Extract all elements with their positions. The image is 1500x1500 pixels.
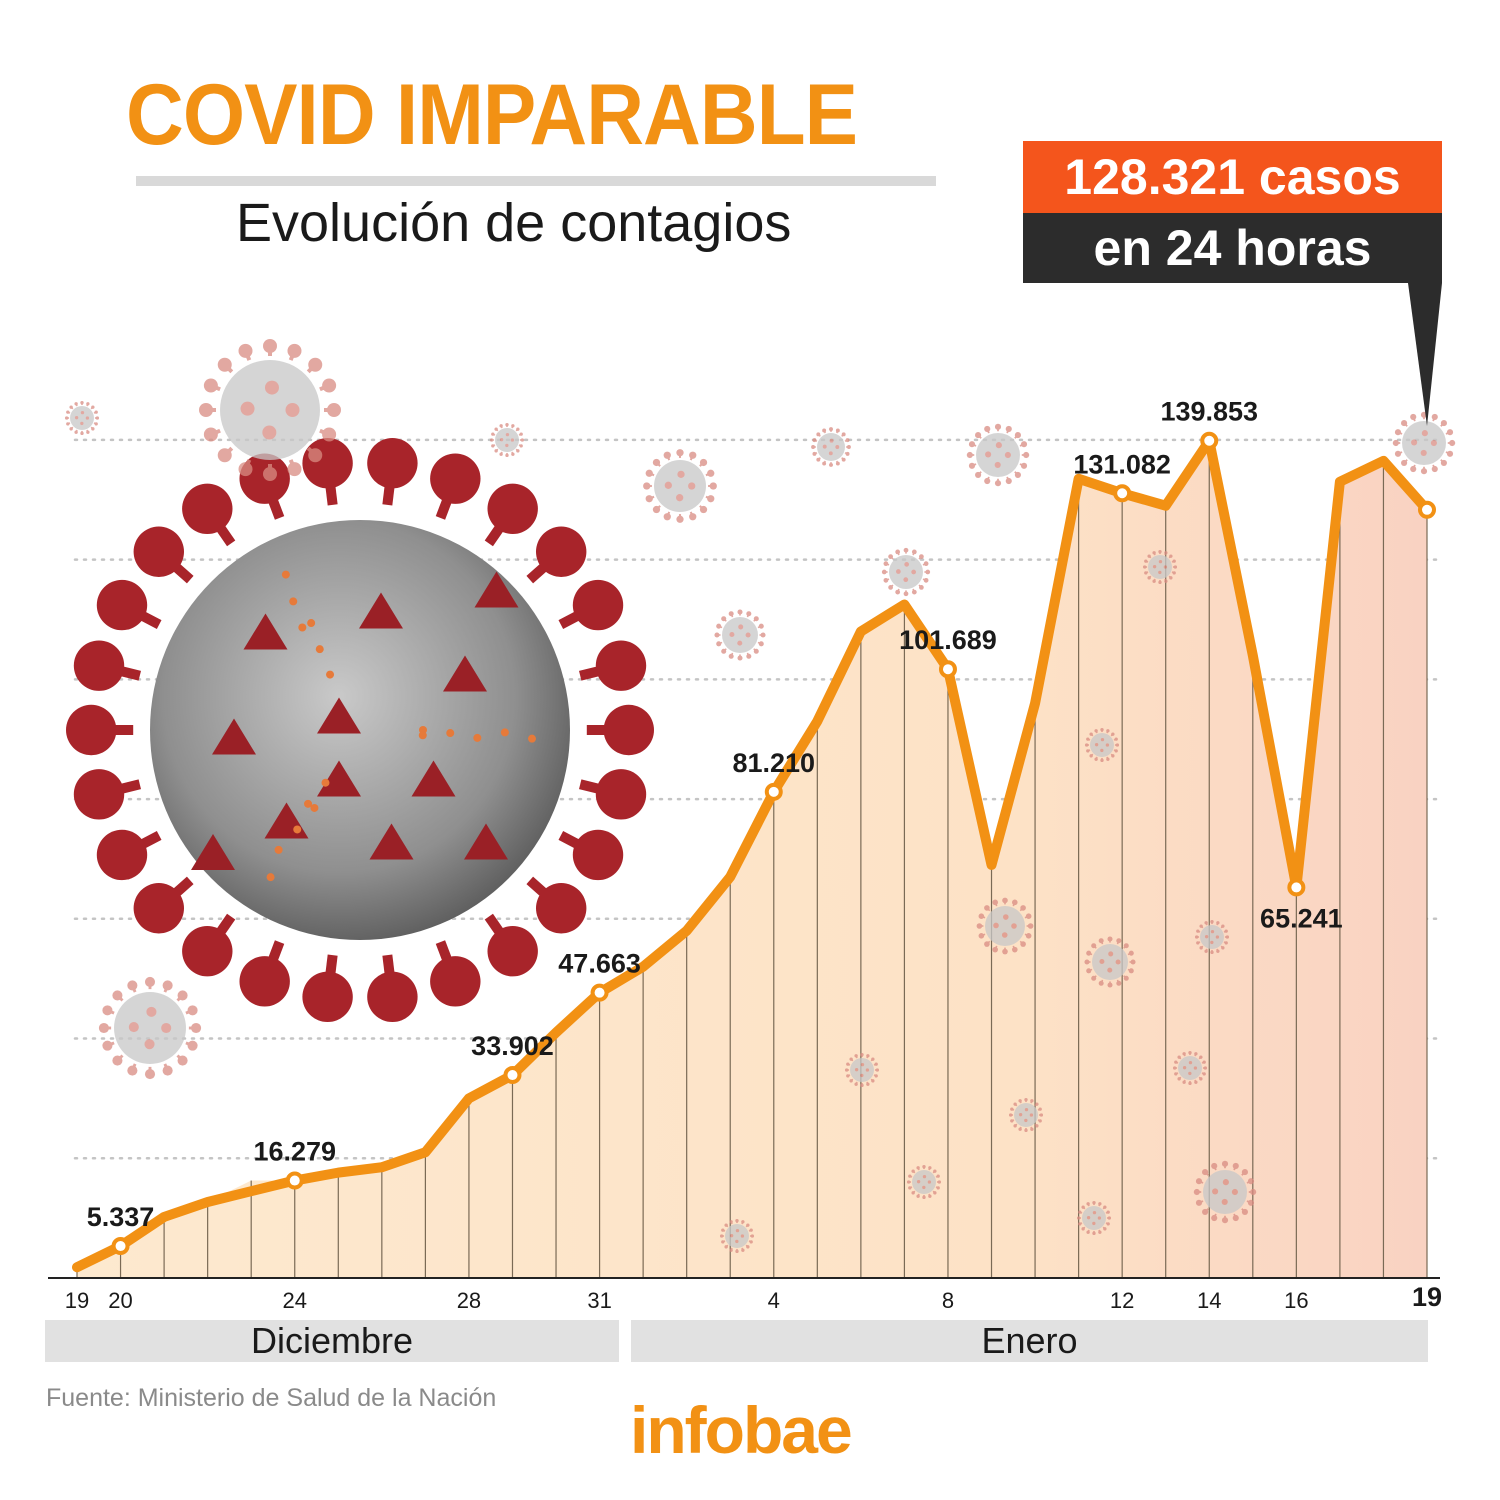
area-layer	[48, 440, 1440, 1279]
area-fill	[77, 440, 1427, 1278]
x-tick-label: 24	[282, 1288, 306, 1313]
virus-illustration	[66, 437, 654, 1023]
data-point	[1418, 500, 1436, 519]
data-label: 101.689	[899, 625, 997, 655]
data-label: 65.241	[1260, 903, 1343, 933]
source-note: Fuente: Ministerio de Salud de la Nación	[46, 1384, 497, 1412]
data-point	[1200, 431, 1219, 450]
virus-icon	[1076, 1200, 1112, 1236]
virus-icon	[643, 449, 717, 523]
x-tick-label: 16	[1284, 1288, 1308, 1313]
chart-subtitle: Evolución de contagios	[236, 193, 792, 253]
x-tick-layer: 19 20 24 28 31 4 8 12 14 16 19	[65, 1282, 1442, 1313]
callout-period: en 24 horas	[1023, 213, 1442, 283]
month-label-january: Enero	[631, 1320, 1428, 1362]
data-label: 16.279	[253, 1137, 336, 1167]
data-point	[1113, 484, 1132, 503]
title-divider	[136, 176, 936, 186]
x-tick-label: 31	[587, 1288, 611, 1313]
x-tick-label: 19	[65, 1288, 89, 1313]
data-point	[938, 660, 957, 679]
data-label: 139.853	[1160, 397, 1258, 427]
data-point	[285, 1171, 304, 1190]
virus-icon	[966, 423, 1030, 487]
x-tick-label: 4	[768, 1288, 780, 1313]
data-label: 81.210	[732, 748, 815, 778]
virus-icon	[1392, 411, 1456, 475]
data-point	[764, 782, 783, 801]
data-label: 5.337	[87, 1202, 155, 1232]
data-point	[111, 1237, 130, 1256]
virus-icon	[1008, 1097, 1044, 1133]
virus-icon	[719, 1218, 755, 1254]
virus-icon	[489, 422, 525, 458]
callout-cases: 128.321 casos	[1023, 141, 1442, 213]
virus-icon	[1172, 1050, 1208, 1086]
point-layer	[111, 431, 1436, 1256]
callout-pointer	[1408, 283, 1442, 426]
virus-icon	[199, 339, 341, 481]
x-tick-label: 12	[1110, 1288, 1134, 1313]
x-tick-label: 28	[457, 1288, 481, 1313]
data-label: 131.082	[1073, 449, 1171, 479]
virus-icon	[1142, 549, 1178, 585]
virus-icon	[1193, 1160, 1257, 1224]
data-point	[590, 983, 609, 1002]
data-label: 47.663	[558, 949, 641, 979]
x-tick-label: 8	[942, 1288, 954, 1313]
virus-decorations	[64, 339, 1456, 1254]
infobae-logo: infobae	[630, 1393, 853, 1467]
data-label-layer: 5.337 16.279 33.902 47.663 81.210 101.689 131.…	[87, 397, 1343, 1232]
virus-icon	[1084, 936, 1136, 988]
virus-icon	[811, 427, 851, 467]
month-label-december: Diciembre	[45, 1320, 619, 1362]
x-tick-label: 19	[1412, 1282, 1442, 1312]
data-point	[503, 1066, 522, 1085]
virus-icon	[976, 897, 1034, 955]
virus-icon	[1084, 727, 1120, 763]
virus-icon	[64, 400, 100, 436]
virus-icon	[881, 547, 931, 597]
virus-icon	[714, 609, 766, 661]
virus-icon	[1194, 919, 1230, 955]
chart-title: COVID IMPARABLE	[126, 67, 858, 163]
x-tick-label: 14	[1197, 1288, 1221, 1313]
data-label: 33.902	[471, 1031, 554, 1061]
virus-icon	[906, 1164, 942, 1200]
x-tick-label: 20	[108, 1288, 132, 1313]
virus-icon	[98, 976, 202, 1080]
data-point	[1287, 878, 1306, 897]
virus-icon	[844, 1052, 880, 1088]
